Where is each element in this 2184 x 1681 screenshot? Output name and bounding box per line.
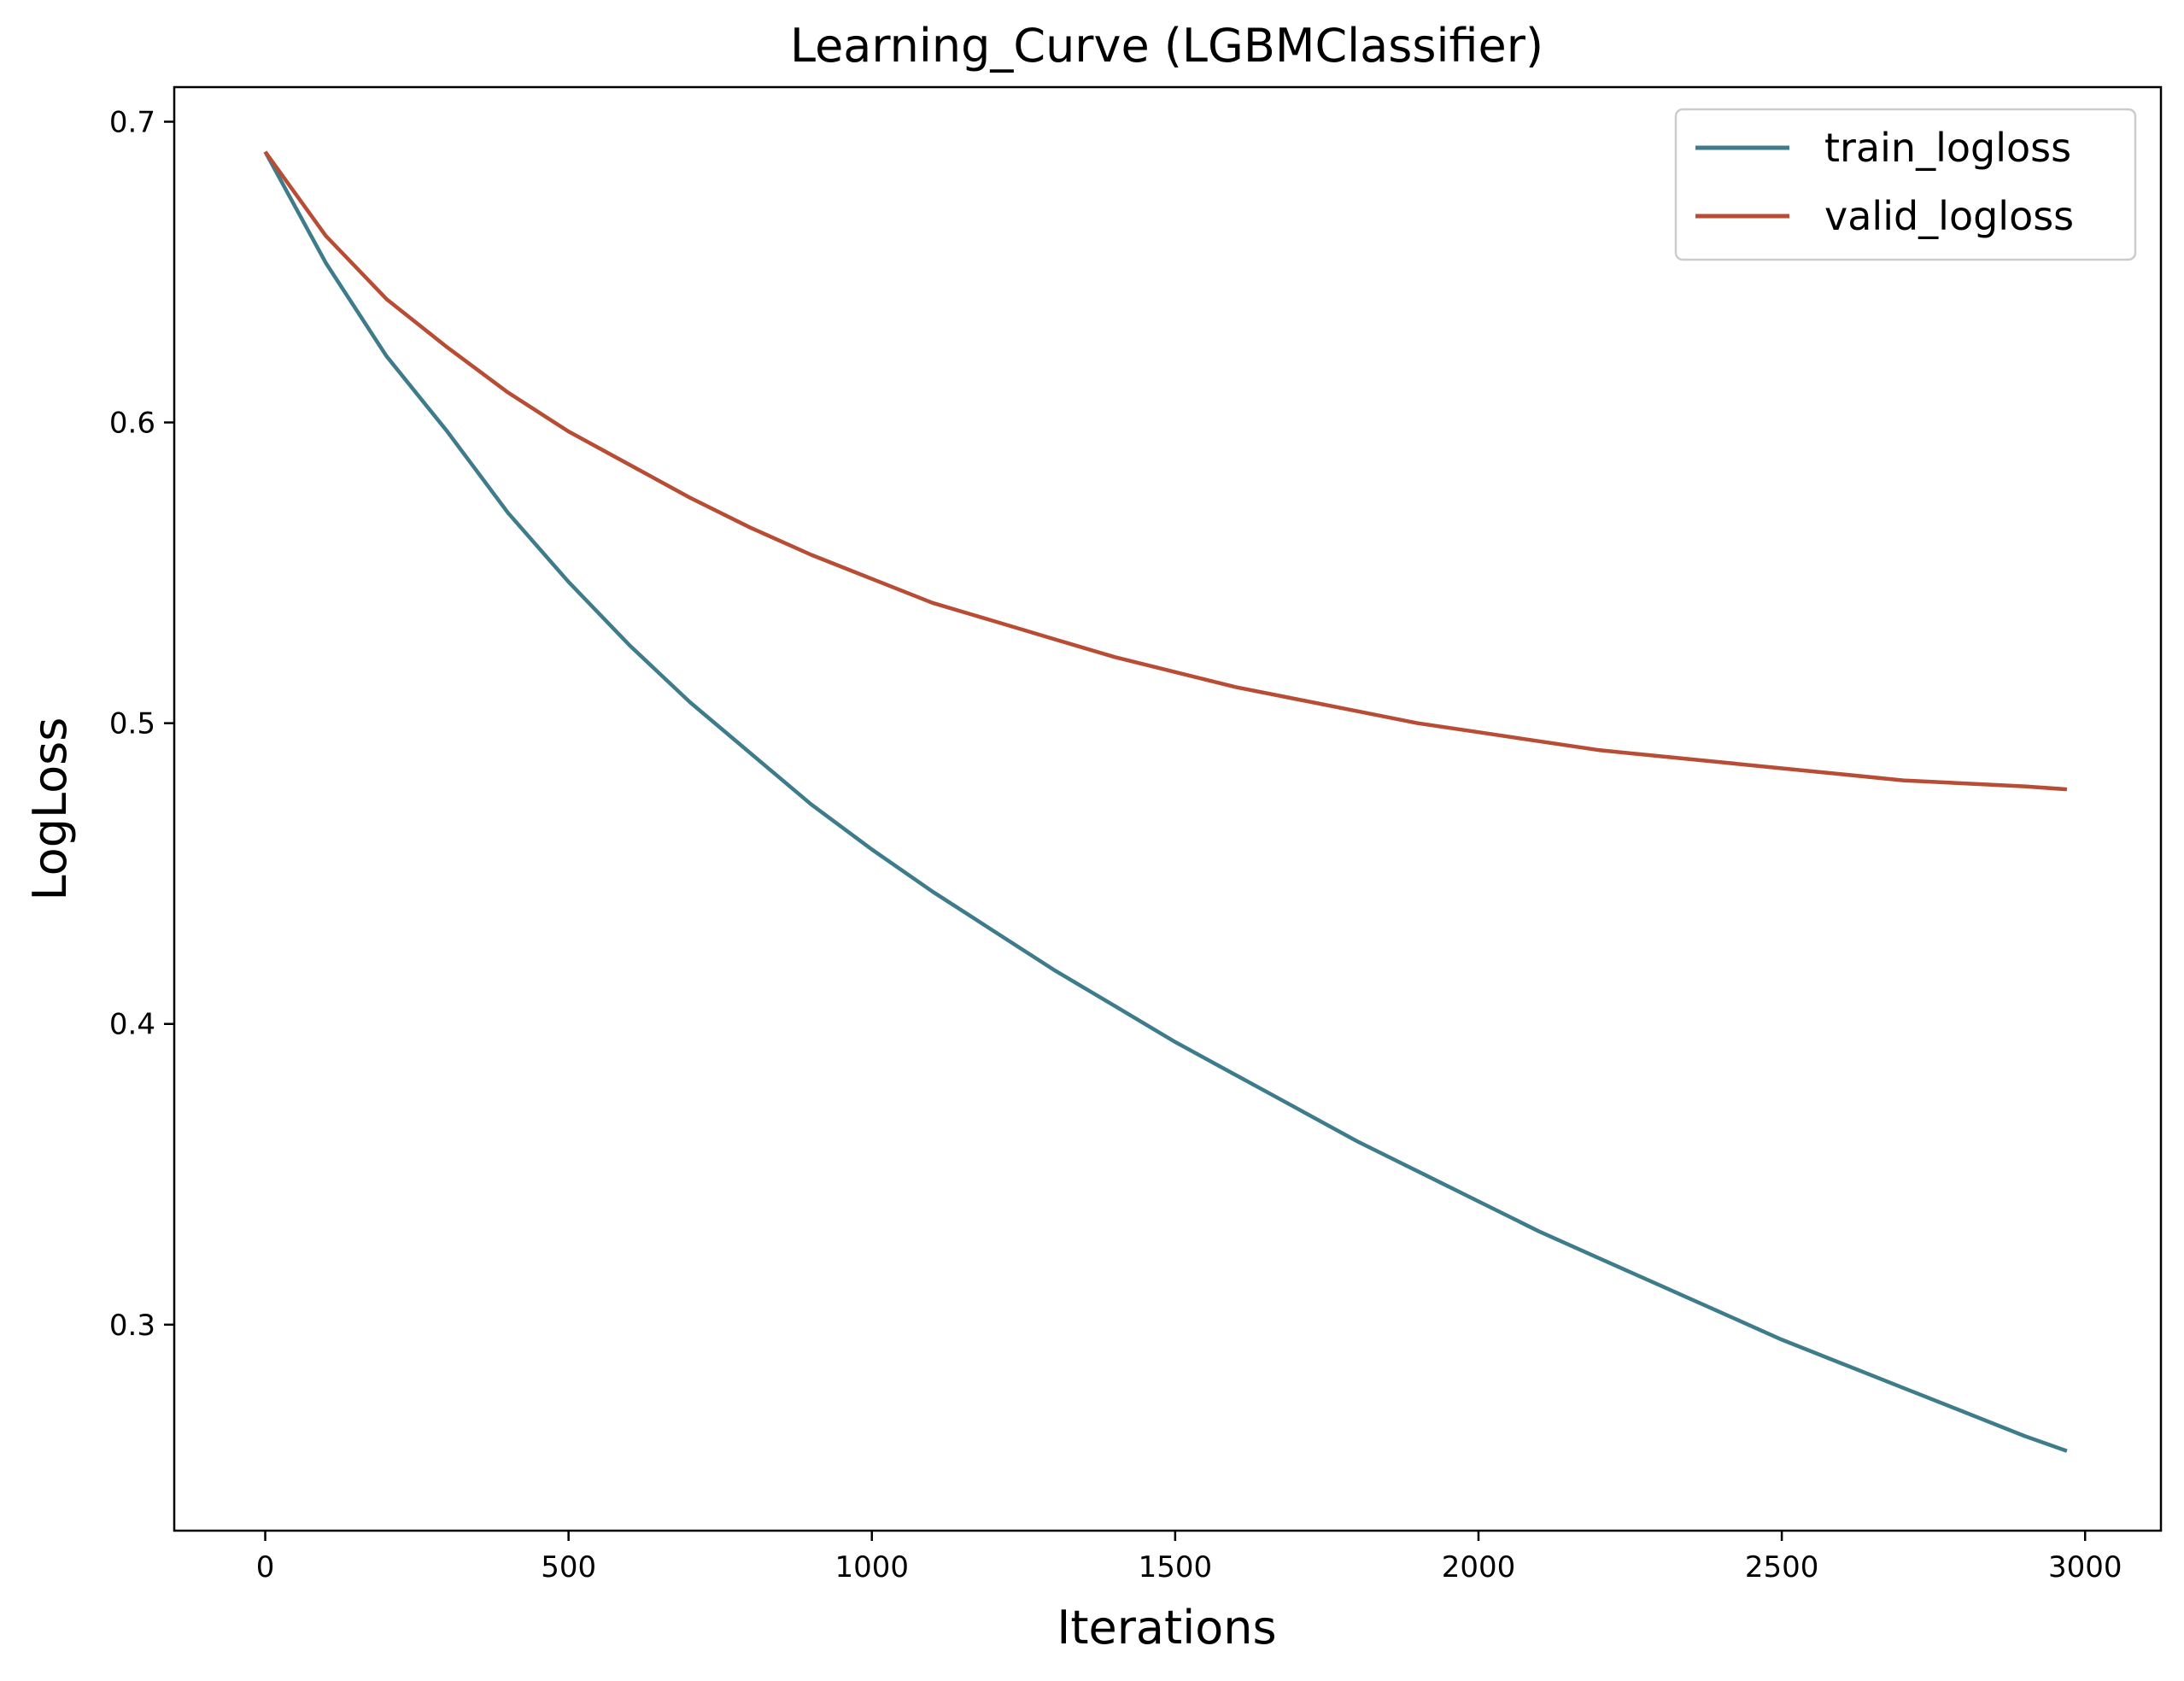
x-tick-label: 1000 [834, 1550, 909, 1584]
x-tick-label: 2000 [1442, 1550, 1516, 1584]
legend-label-train: train_logloss [1824, 125, 2071, 171]
y-axis-ticks: 0.3 0.4 0.5 0.6 0.7 [109, 105, 174, 1343]
y-tick-label: 0.3 [109, 1309, 155, 1343]
legend-box [1674, 108, 2137, 261]
series-line-train-logloss [263, 150, 2068, 1453]
y-axis-label: LogLoss [23, 718, 77, 901]
legend: train_logloss valid_logloss [1674, 108, 2137, 261]
x-axis-ticks: 0 500 1000 1500 2000 2500 3000 [256, 1531, 2123, 1584]
series-line-valid-logloss [263, 150, 2068, 792]
x-tick-label: 1500 [1139, 1550, 1213, 1584]
y-tick-label: 0.6 [109, 407, 155, 441]
x-tick-label: 3000 [2048, 1550, 2123, 1584]
plot-area-frame [173, 85, 2163, 1532]
x-tick-label: 0 [256, 1550, 275, 1584]
y-tick-label: 0.5 [109, 707, 155, 741]
chart-title: Learning_Curve (LGBMClassifier) [790, 19, 1543, 73]
x-tick-label: 2500 [1745, 1550, 1819, 1584]
x-axis-label: Iterations [1057, 1601, 1276, 1655]
x-tick-label: 500 [541, 1550, 596, 1584]
y-tick-label: 0.7 [109, 105, 155, 139]
series-lines [263, 150, 2068, 1453]
legend-label-valid: valid_logloss [1824, 193, 2074, 239]
y-tick-label: 0.4 [109, 1008, 155, 1042]
